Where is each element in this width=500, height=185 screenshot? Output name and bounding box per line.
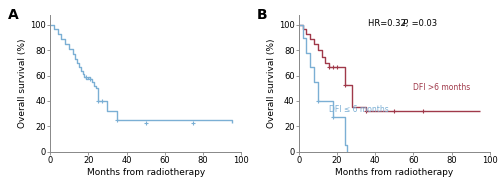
X-axis label: Months from radiotherapy: Months from radiotherapy bbox=[86, 168, 205, 177]
Text: DFI >6 months: DFI >6 months bbox=[414, 83, 470, 92]
Text: =0.03: =0.03 bbox=[410, 19, 438, 28]
Text: B: B bbox=[256, 8, 268, 22]
Text: A: A bbox=[8, 8, 18, 22]
X-axis label: Months from radiotherapy: Months from radiotherapy bbox=[335, 168, 454, 177]
Text: DFI ≤ 6 months: DFI ≤ 6 months bbox=[330, 105, 389, 114]
Y-axis label: Overall survival (%): Overall survival (%) bbox=[18, 38, 28, 128]
Text: HR=0.32,: HR=0.32, bbox=[368, 19, 410, 28]
Text: P: P bbox=[403, 19, 408, 28]
Y-axis label: Overall survival (%): Overall survival (%) bbox=[267, 38, 276, 128]
